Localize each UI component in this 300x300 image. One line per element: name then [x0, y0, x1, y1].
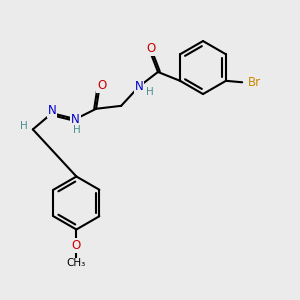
Text: H: H	[20, 122, 27, 131]
Text: O: O	[72, 239, 81, 252]
Text: H: H	[73, 125, 81, 135]
Text: N: N	[48, 104, 56, 117]
Text: H: H	[146, 87, 154, 97]
Text: O: O	[98, 79, 106, 92]
Text: CH₃: CH₃	[67, 258, 86, 268]
Text: Br: Br	[248, 76, 261, 89]
Text: O: O	[146, 42, 155, 55]
Text: N: N	[134, 80, 143, 93]
Text: N: N	[71, 112, 80, 126]
